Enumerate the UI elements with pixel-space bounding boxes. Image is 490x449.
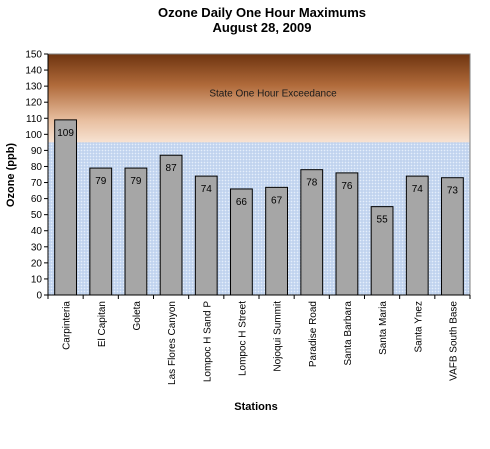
x-tick-label: Santa Barbara (343, 301, 354, 366)
y-tick-label: 80 (31, 162, 43, 173)
bar-value-label: 87 (166, 163, 178, 174)
x-axis-title: Stations (234, 401, 277, 413)
bar-value-label: 74 (412, 184, 424, 195)
y-tick-label: 70 (31, 178, 43, 189)
bar-value-label: 78 (306, 178, 318, 189)
y-tick-label: 120 (25, 98, 42, 109)
x-tick-label: Santa Maria (378, 301, 389, 355)
bar (54, 119, 77, 296)
y-tick-label: 110 (26, 114, 42, 125)
y-tick-label: 90 (31, 146, 43, 157)
y-tick-label: 30 (31, 242, 43, 253)
x-tick-label: El Capitan (97, 301, 108, 347)
bar-value-label: 79 (95, 176, 107, 187)
x-tick-label: Lompoc H Sand P (202, 301, 213, 382)
x-tick-label: Paradise Road (308, 301, 319, 367)
bar-value-label: 79 (130, 176, 142, 187)
exceedance-band: State One Hour Exceedance (47, 53, 471, 296)
x-tick-label: Las Flores Canyon (167, 301, 178, 385)
y-axis-title: Ozone (ppb) (5, 143, 17, 207)
y-tick-label: 50 (31, 210, 43, 221)
y-tick-label: 20 (31, 258, 43, 269)
x-tick-label: Santa Ynez (413, 301, 424, 353)
bar-value-label: 55 (377, 215, 389, 226)
y-tick-label: 40 (31, 226, 43, 237)
x-tick-label: VAFB South Base (448, 301, 459, 381)
bar (124, 167, 148, 296)
x-tick-label: Lompoc H Street (237, 301, 248, 376)
bar (159, 154, 183, 296)
axes: 0 10 20 30 40 50 60 70 80 90 100 110 120 130 140 150 Car… (25, 50, 471, 385)
y-tick-label: 150 (25, 50, 42, 61)
y-tick-label: 100 (25, 130, 42, 141)
bar-value-label: 67 (271, 195, 283, 206)
y-tick-label: 130 (25, 82, 42, 93)
y-tick-label: 10 (31, 274, 43, 285)
y-tick-label: 60 (31, 194, 43, 205)
bar-value-label: 74 (201, 184, 213, 195)
x-tick-label: Nojoqui Summit (273, 301, 284, 372)
chart-title: Ozone Daily One Hour Maximums (158, 5, 366, 20)
exceedance-label: State One Hour Exceedance (209, 88, 337, 99)
x-tick-label: Goleta (132, 301, 143, 331)
bar-value-label: 73 (447, 186, 459, 197)
chart-subtitle: August 28, 2009 (213, 20, 312, 35)
bars: 109 79 79 87 74 66 67 78 76 55 74 73 (54, 119, 464, 296)
exceedance-band-fill (48, 54, 470, 143)
bar-value-label: 76 (341, 181, 353, 192)
bar-value-label: 109 (57, 128, 74, 139)
x-tick-label: Carpinteria (62, 301, 73, 350)
y-tick-label: 140 (25, 66, 42, 77)
bar-value-label: 66 (236, 197, 248, 208)
y-tick-label: 0 (36, 291, 42, 302)
bar (89, 167, 113, 296)
